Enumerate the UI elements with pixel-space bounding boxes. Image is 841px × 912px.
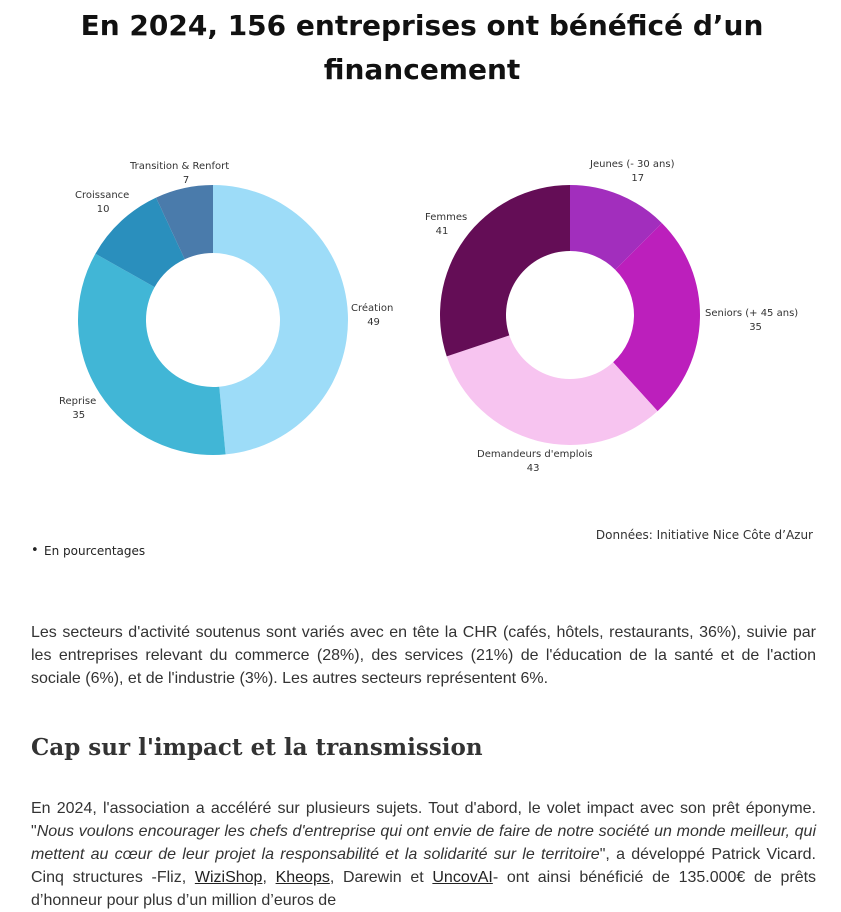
section-heading: Cap sur l'impact et la transmission	[31, 734, 483, 761]
link-wizishop[interactable]: WiziShop	[194, 869, 263, 886]
slice-value-jeunes-30-ans: 17	[631, 173, 644, 184]
slice-value-transition-renfort: 7	[183, 175, 189, 186]
slice-transition-renfort	[156, 185, 213, 260]
slice-value-croissance: 10	[97, 204, 110, 215]
slice-label-jeunes-30-ans: Jeunes (- 30 ans)	[589, 159, 675, 170]
slice-label-reprise: Reprise	[59, 396, 96, 407]
slice-demandeurs-d-emplois	[446, 335, 658, 445]
impact-paragraph: En 2024, l'association a accéléré sur pl…	[31, 797, 816, 912]
impact-sep: ,	[262, 869, 276, 886]
slice-label-croissance: Croissance	[75, 190, 129, 201]
chart-title: En 2024, 156 entreprises ont bénéficé d’…	[60, 4, 784, 92]
impact-quote: Nous voulons encourager les chefs d'entr…	[31, 823, 816, 863]
sector-paragraph: Les secteurs d'activité soutenus sont va…	[31, 624, 816, 687]
donut-chart-profiles: Jeunes (- 30 ans) 17 Seniors (+ 45 ans) 35 D…	[425, 159, 798, 474]
slice-jeunes-30-ans	[570, 185, 662, 270]
slice-creation	[213, 185, 348, 455]
slice-croissance	[95, 197, 185, 288]
donut-charts: Création 49 Reprise 35 Croissance 10 Transitio…	[59, 159, 798, 474]
link-uncovai[interactable]: UncovAI	[432, 869, 493, 886]
slice-label-seniors-45-ans: Seniors (+ 45 ans)	[705, 308, 798, 319]
impact-text-1: En 2024, l'association a accéléré sur pl…	[31, 800, 816, 840]
slice-femmes	[440, 185, 570, 357]
slice-reprise	[78, 253, 226, 455]
slice-value-femmes: 41	[436, 226, 449, 237]
impact-text-3: , Darewin et	[329, 869, 433, 886]
chart-title-line-2: financement	[323, 53, 521, 86]
note-percentages: En pourcentages	[31, 543, 145, 558]
slice-label-creation: Création	[351, 302, 393, 314]
slice-value-demandeurs-d-emplois: 43	[527, 463, 540, 474]
chart-title-line-1: En 2024, 156 entreprises ont bénéficé d’…	[80, 9, 764, 42]
slice-value-seniors-45-ans: 35	[749, 322, 762, 333]
link-kheops[interactable]: Kheops	[275, 869, 330, 886]
slice-label-femmes: Femmes	[425, 212, 467, 223]
slice-label-demandeurs-d-emplois: Demandeurs d'emplois	[477, 449, 593, 460]
impact-text-4: - ont ainsi bénéficié de 135.000€ de prê…	[31, 869, 817, 909]
slice-value-creation: 49	[367, 317, 380, 328]
donut-chart-activity: Création 49 Reprise 35 Croissance 10 Transitio…	[59, 161, 393, 455]
data-source: Données: Initiative Nice Côte d’Azur	[595, 528, 813, 542]
slice-label-transition-renfort: Transition & Renfort	[129, 161, 229, 172]
slice-value-reprise: 35	[72, 410, 85, 421]
impact-text-2: ", a développé Patrick Vicard. Cinq stru…	[31, 846, 817, 886]
slice-seniors-45-ans	[613, 223, 700, 412]
